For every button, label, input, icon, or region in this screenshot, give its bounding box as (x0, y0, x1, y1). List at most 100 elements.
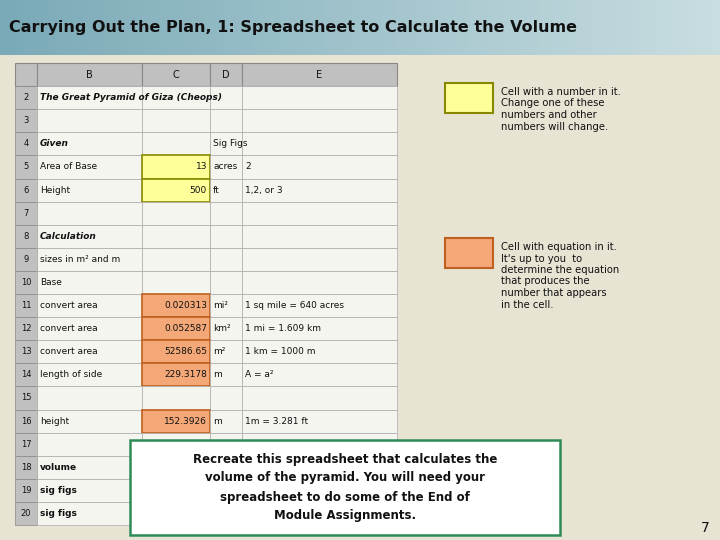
Text: Sig Figs: Sig Figs (213, 139, 248, 148)
Bar (142, 179, 210, 201)
Bar (210, 132, 242, 156)
Bar (210, 502, 242, 525)
Text: 12: 12 (21, 324, 31, 333)
Text: m³: m³ (213, 486, 225, 495)
Bar (15, 179, 37, 201)
Text: A = a²: A = a² (245, 370, 274, 379)
Bar (37, 363, 142, 387)
Text: 1,2, or 3: 1,2, or 3 (245, 186, 283, 194)
Bar (210, 294, 242, 317)
Text: 2.7E+06: 2.7E+06 (168, 486, 207, 495)
Text: km²: km² (213, 324, 230, 333)
Bar (210, 479, 242, 502)
Bar (142, 294, 210, 317)
Text: ft: ft (213, 186, 220, 194)
Text: 2671272: 2671272 (167, 463, 207, 472)
Text: Recreate this spreadsheet that calculates the
volume of the pyramid. You will ne: Recreate this spreadsheet that calculate… (193, 453, 498, 523)
Text: that produces the: that produces the (501, 276, 590, 287)
Text: 18: 18 (21, 463, 31, 472)
Text: 19: 19 (21, 486, 31, 495)
Bar (15, 363, 37, 387)
Text: 2: 2 (23, 93, 29, 102)
Text: 8: 8 (23, 232, 29, 241)
Bar (37, 479, 142, 502)
Bar (242, 201, 397, 225)
Bar (210, 86, 242, 109)
Bar (15, 387, 37, 409)
Bar (242, 179, 397, 201)
Text: The Great Pyramid of Giza (Cheops): The Great Pyramid of Giza (Cheops) (40, 93, 222, 102)
Bar (37, 109, 142, 132)
Bar (242, 387, 397, 409)
Text: 1 km = 1000 m: 1 km = 1000 m (245, 347, 315, 356)
Bar (37, 156, 142, 179)
Text: 10: 10 (21, 278, 31, 287)
Bar (15, 132, 37, 156)
Text: convert area: convert area (40, 347, 98, 356)
Bar (37, 63, 142, 86)
Bar (142, 456, 210, 479)
Text: mi²: mi² (213, 301, 228, 310)
Bar (15, 63, 37, 86)
Text: height: height (40, 416, 69, 426)
Bar (242, 456, 397, 479)
Bar (15, 479, 37, 502)
Bar (142, 502, 210, 525)
Bar (242, 225, 397, 248)
Text: 20: 20 (21, 509, 31, 518)
Text: convert area: convert area (40, 301, 98, 310)
Bar (142, 271, 210, 294)
Text: A = (A*h)/3: A = (A*h)/3 (245, 463, 297, 472)
Bar (15, 86, 37, 109)
Bar (37, 317, 142, 340)
Bar (15, 340, 37, 363)
Bar (15, 248, 37, 271)
Bar (130, 440, 560, 535)
Bar (142, 201, 210, 225)
Bar (210, 387, 242, 409)
Bar (37, 456, 142, 479)
Bar (142, 340, 210, 363)
Text: 2: 2 (245, 163, 251, 172)
Bar (37, 248, 142, 271)
Text: Calculation: Calculation (40, 232, 96, 241)
Text: B: B (86, 70, 93, 79)
Text: 5: 5 (23, 163, 29, 172)
Bar (142, 479, 210, 502)
Text: 7: 7 (23, 208, 29, 218)
Bar (142, 433, 210, 456)
Bar (15, 456, 37, 479)
Text: m³: m³ (213, 509, 225, 518)
Bar (210, 63, 242, 86)
Bar (242, 294, 397, 317)
Text: 3: 3 (23, 116, 29, 125)
Bar (15, 271, 37, 294)
Bar (37, 179, 142, 201)
Bar (37, 387, 142, 409)
Bar (242, 502, 397, 525)
Text: Area of Base: Area of Base (40, 163, 97, 172)
Bar (37, 271, 142, 294)
Bar (210, 340, 242, 363)
Bar (242, 271, 397, 294)
Text: determine the equation: determine the equation (501, 265, 619, 275)
Bar (37, 409, 142, 433)
Bar (242, 63, 397, 86)
Bar (15, 409, 37, 433)
Bar (15, 156, 37, 179)
Text: 0.052587: 0.052587 (164, 324, 207, 333)
Bar (242, 363, 397, 387)
Bar (210, 433, 242, 456)
Text: 16: 16 (21, 416, 31, 426)
Bar (37, 294, 142, 317)
Text: 13: 13 (196, 163, 207, 172)
Text: numbers and other: numbers and other (501, 110, 597, 120)
Bar (37, 225, 142, 248)
Text: m³: m³ (213, 463, 225, 472)
Bar (210, 109, 242, 132)
Bar (210, 271, 242, 294)
Text: 52586.65: 52586.65 (164, 347, 207, 356)
Text: 6: 6 (23, 186, 29, 194)
Bar (15, 201, 37, 225)
Bar (210, 363, 242, 387)
